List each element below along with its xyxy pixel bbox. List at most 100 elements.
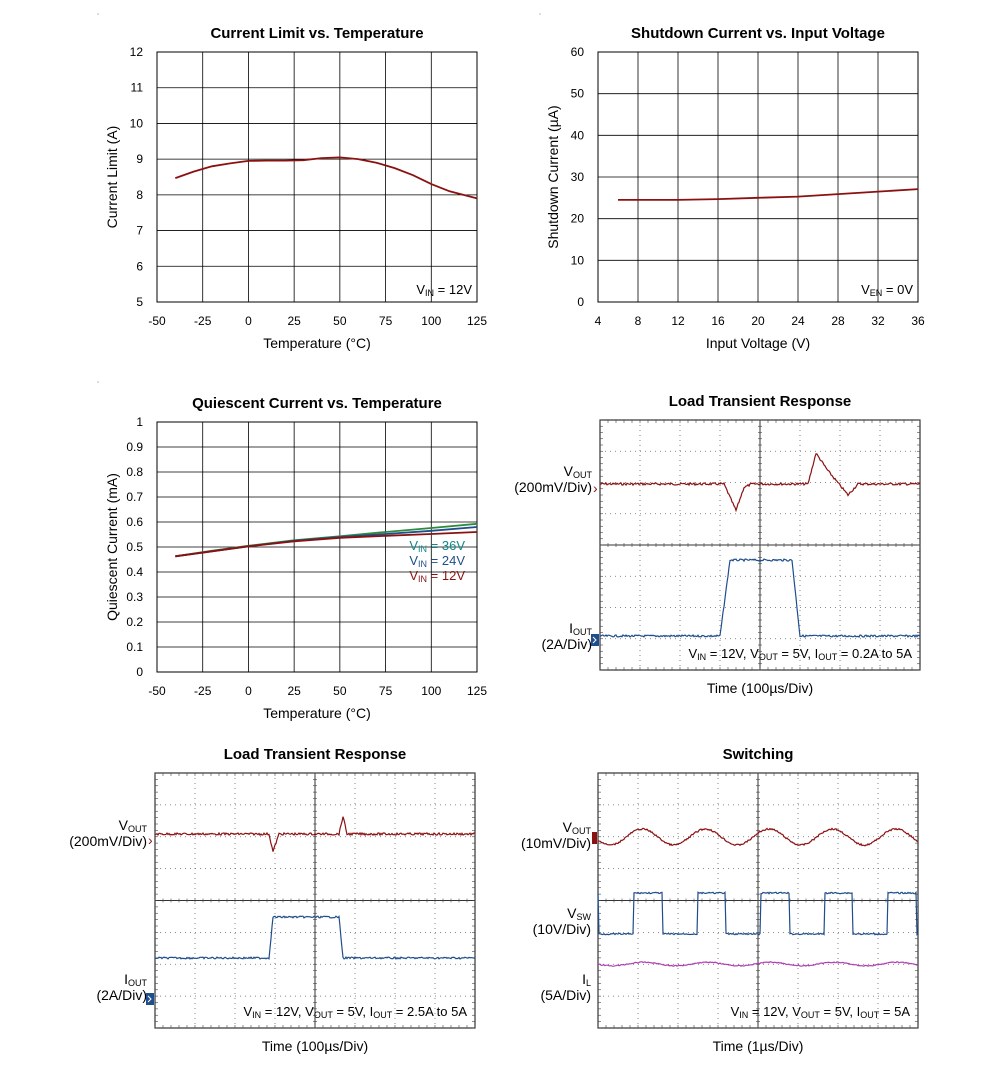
y-tick-label: 11 [131,81,144,95]
y-axis-label: Quiescent Current (mA) [104,473,120,621]
x-tick-label: -50 [148,314,166,328]
channel-scale-label: (5A/Div) [540,987,591,1003]
x-tick-label: 50 [333,684,347,698]
condition-annotation: VIN = 12V [416,282,472,298]
x-tick-label: 28 [831,314,845,328]
chart-title: Switching [723,746,794,763]
channel-scale-label: (2A/Div) [541,636,592,652]
channel-label-vsw: VSW [567,905,591,922]
y-tick-label: 0 [136,665,143,679]
channel-scale-label: (10V/Div) [533,921,591,937]
trace-line [154,915,476,960]
channel-label-iout: IOUT [124,971,147,988]
channel-marker-icon [592,832,597,844]
corner-dot [539,13,541,15]
x-tick-label: 32 [871,314,885,328]
x-tick-label: 25 [287,684,301,698]
y-tick-label: 7 [136,224,143,238]
channel-pointer: › [593,480,598,496]
y-tick-label: 0.3 [126,590,143,604]
x-axis-label: Temperature (°C) [263,335,371,351]
x-axis-label: Input Voltage (V) [706,335,810,351]
channel-label-vout: VOUT [563,819,592,836]
x-tick-label: 100 [421,314,441,328]
y-tick-label: 0 [577,295,584,309]
series-line [175,531,478,558]
channel-scale-label: (10mV/Div) [521,835,591,851]
y-axis-label: Current Limit (A) [104,126,120,229]
trace-line [597,890,919,936]
channel-label-vout: VOUT [119,817,148,834]
x-tick-label: 50 [333,314,347,328]
trace-line [597,827,919,847]
channel-scale-label: (200mV/Div) [69,833,147,849]
series-line [174,156,478,200]
y-tick-label: 5 [136,295,143,309]
corner-dot [97,13,99,15]
x-tick-label: 16 [711,314,725,328]
x-tick-label: 12 [671,314,685,328]
trace-line [599,558,921,639]
y-axis-label: Shutdown Current (µA) [545,105,561,248]
chart-title: Load Transient Response [224,746,407,763]
channel-marker-icon [591,634,599,646]
x-tick-label: -25 [194,314,212,328]
channel-scale-label: (200mV/Div) [514,479,592,495]
x-tick-label: 0 [245,314,252,328]
legend-entry: VIN = 12V [409,568,465,584]
y-tick-label: 9 [136,152,143,166]
y-tick-label: 6 [136,259,143,273]
y-tick-label: 12 [130,45,144,59]
x-tick-label: 20 [751,314,765,328]
plot-frame [156,51,478,303]
y-tick-label: 20 [571,212,585,226]
x-tick-label: 75 [379,684,393,698]
y-tick-label: 60 [571,45,585,59]
y-tick-label: 40 [571,128,585,142]
channel-label-il: IL [582,971,591,988]
y-tick-label: 0.7 [126,490,143,504]
chart-title: Shutdown Current vs. Input Voltage [631,25,885,42]
trace-line [599,453,921,513]
x-tick-label: 125 [467,314,487,328]
y-tick-label: 0.6 [126,515,143,529]
x-tick-label: 8 [635,314,642,328]
trace-line [597,961,919,967]
corner-dot [97,381,99,383]
x-tick-label: 0 [245,684,252,698]
y-tick-label: 0.2 [126,615,143,629]
condition-annotation: VIN = 12V, VOUT = 5V, IOUT = 5A [731,1004,911,1020]
x-tick-label: -50 [148,684,166,698]
y-tick-label: 0.4 [126,565,143,579]
x-tick-label: 24 [791,314,805,328]
marker-chevron-icon [592,636,597,644]
channel-label-iout: IOUT [569,620,592,637]
x-tick-label: -25 [194,684,212,698]
chart-title: Load Transient Response [669,393,852,410]
marker-chevron-icon [147,995,152,1003]
channel-label-vout: VOUT [564,463,593,480]
channel-pointer: › [148,832,153,848]
x-axis-label: Time (100µs/Div) [262,1038,368,1054]
x-axis-label: Time (100µs/Div) [707,680,813,696]
x-axis-label: Temperature (°C) [263,705,371,721]
y-tick-label: 0.5 [126,540,143,554]
y-tick-label: 50 [571,87,585,101]
series-line [618,188,919,201]
x-tick-label: 25 [287,314,301,328]
y-tick-label: 0.1 [126,640,143,654]
x-tick-label: 75 [379,314,393,328]
x-tick-label: 125 [467,684,487,698]
condition-annotation: VIN = 12V, VOUT = 5V, IOUT = 0.2A to 5A [688,646,912,662]
y-tick-label: 0.8 [126,465,143,479]
y-tick-label: 10 [130,116,144,130]
chart-title: Quiescent Current vs. Temperature [192,395,442,412]
y-tick-label: 8 [136,188,143,202]
y-tick-label: 0.9 [126,440,143,454]
trace-line [154,816,476,852]
x-tick-label: 4 [595,314,602,328]
chart-title: Current Limit vs. Temperature [210,25,423,42]
legend-entry: VIN = 36V [409,538,465,554]
y-tick-label: 30 [571,170,585,184]
